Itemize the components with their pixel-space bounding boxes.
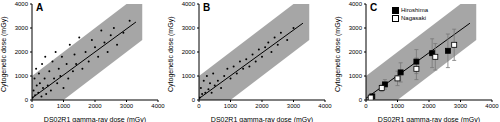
svg-text:1000: 1000 — [57, 103, 71, 109]
svg-text:4000: 4000 — [182, 1, 196, 7]
svg-text:4000: 4000 — [485, 103, 492, 109]
svg-text:0: 0 — [30, 103, 34, 109]
svg-text:3000: 3000 — [120, 103, 134, 109]
svg-text:1000: 1000 — [224, 103, 238, 109]
svg-text:1000: 1000 — [15, 73, 29, 79]
svg-text:Cytogenetic dose (mGy): Cytogenetic dose (mGy) — [167, 17, 175, 92]
svg-text:3000: 3000 — [349, 25, 363, 31]
svg-text:3000: 3000 — [454, 103, 468, 109]
html-text:Hiroshima: Hiroshima — [401, 7, 428, 13]
svg-text:0: 0 — [197, 103, 201, 109]
svg-text:2000: 2000 — [255, 103, 269, 109]
svg-text:3000: 3000 — [182, 25, 196, 31]
html-text:Nagasaki: Nagasaki — [401, 15, 426, 21]
html-text:B: B — [203, 2, 211, 13]
svg-text:0: 0 — [192, 97, 196, 103]
svg-text:0: 0 — [364, 103, 368, 109]
svg-text:DS02R1 gamma-ray dose (mGy): DS02R1 gamma-ray dose (mGy) — [44, 116, 146, 122]
svg-text:1000: 1000 — [349, 73, 363, 79]
svg-text:4000: 4000 — [349, 1, 363, 7]
svg-text:3000: 3000 — [15, 25, 29, 31]
svg-text:Cytogenetic dose (mGy): Cytogenetic dose (mGy) — [8, 17, 9, 92]
svg-text:Cytogenetic dose (mGy): Cytogenetic dose (mGy) — [334, 17, 342, 92]
svg-text:2000: 2000 — [15, 49, 29, 55]
svg-text:4000: 4000 — [15, 1, 29, 7]
svg-text:4000: 4000 — [318, 103, 332, 109]
html-text:C: C — [370, 2, 378, 13]
svg-text:1000: 1000 — [391, 103, 405, 109]
svg-text:DS02R1 gamma-ray dose (mGy): DS02R1 gamma-ray dose (mGy) — [378, 116, 480, 122]
svg-text:4000: 4000 — [151, 103, 165, 109]
svg-text:2000: 2000 — [182, 49, 196, 55]
html-text:A: A — [36, 2, 44, 13]
svg-text:2000: 2000 — [88, 103, 102, 109]
svg-text:1000: 1000 — [182, 73, 196, 79]
svg-text:2000: 2000 — [422, 103, 436, 109]
svg-text:2000: 2000 — [349, 49, 363, 55]
svg-text:0: 0 — [359, 97, 363, 103]
svg-text:0: 0 — [25, 97, 29, 103]
svg-text:3000: 3000 — [287, 103, 301, 109]
svg-text:DS02R1 gamma-ray dose (mGy): DS02R1 gamma-ray dose (mGy) — [211, 116, 313, 122]
